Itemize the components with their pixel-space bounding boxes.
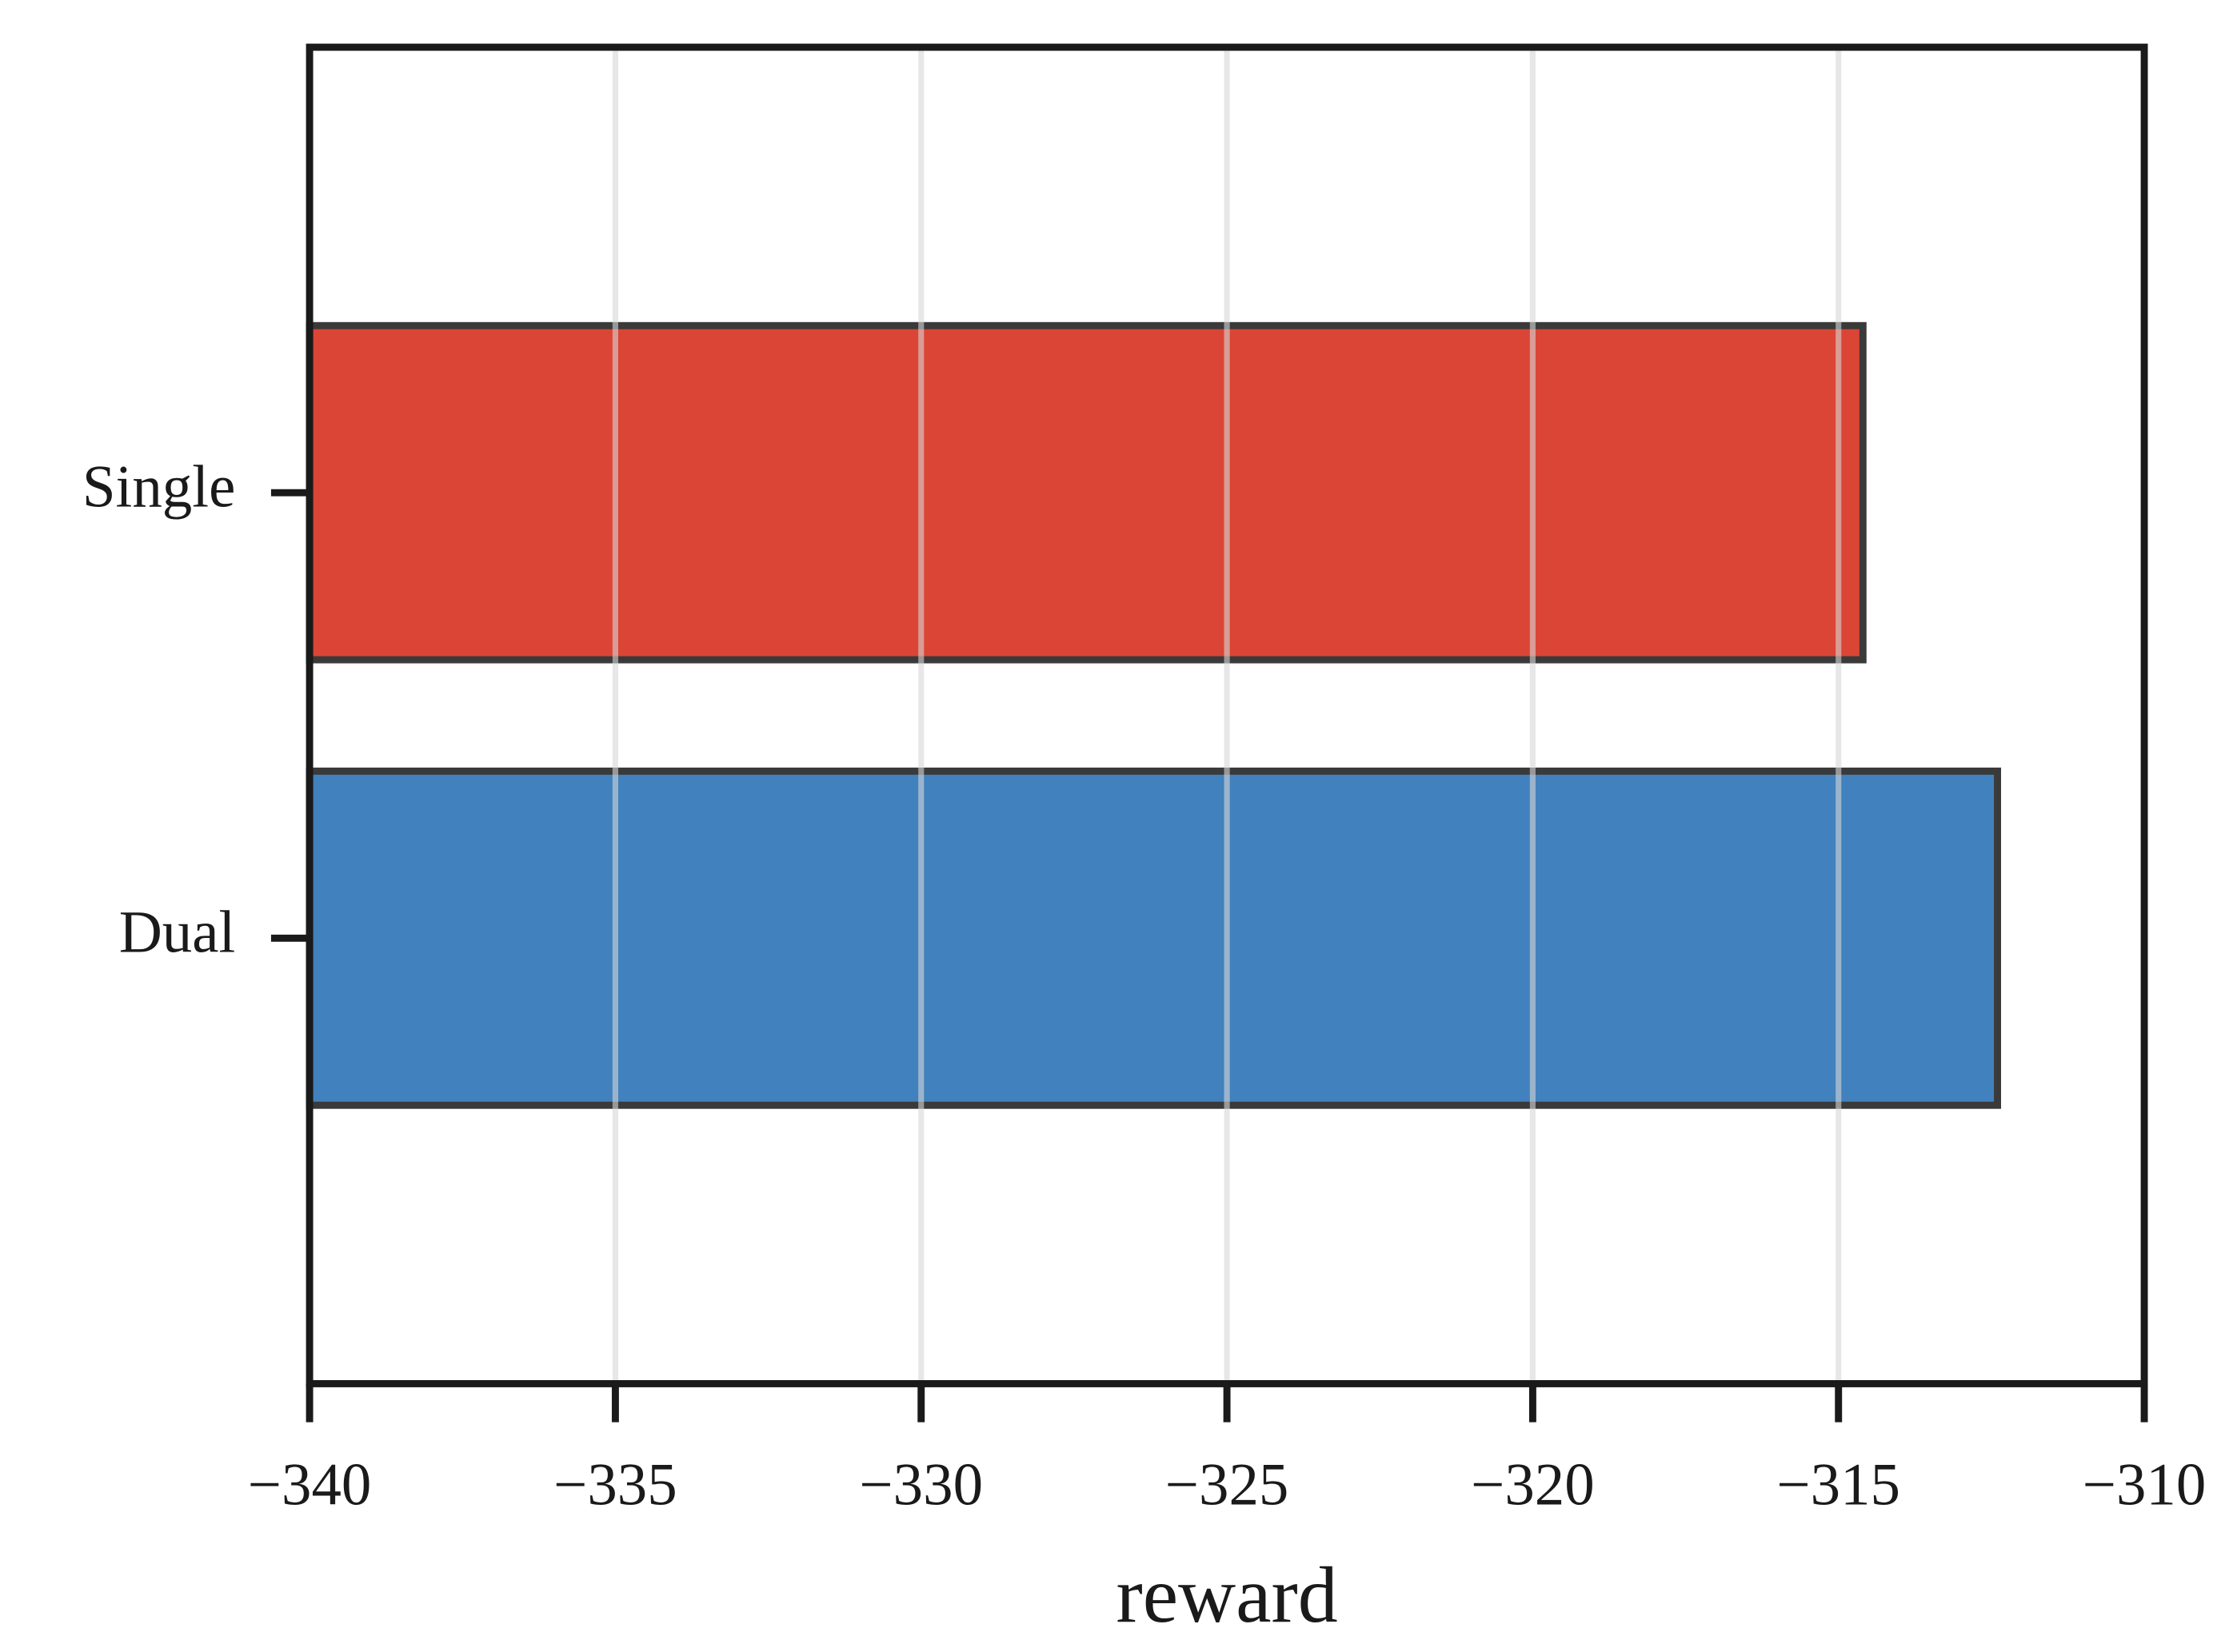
plot-frame bbox=[306, 43, 2148, 1387]
x-tick-label: −335 bbox=[553, 1451, 677, 1518]
x-tick-label: −310 bbox=[2083, 1451, 2207, 1518]
y-tick-label: Single bbox=[82, 453, 235, 520]
x-axis-label: reward bbox=[1116, 1550, 1337, 1639]
x-tick-label: −330 bbox=[859, 1451, 983, 1518]
x-tick-label: −340 bbox=[248, 1451, 372, 1518]
bar bbox=[306, 321, 1867, 664]
x-tick-label: −320 bbox=[1471, 1451, 1595, 1518]
y-tick-label: Dual bbox=[119, 900, 236, 966]
x-tick-label: −325 bbox=[1165, 1451, 1289, 1518]
bar bbox=[306, 767, 2001, 1109]
x-tick-label: −315 bbox=[1776, 1451, 1900, 1518]
